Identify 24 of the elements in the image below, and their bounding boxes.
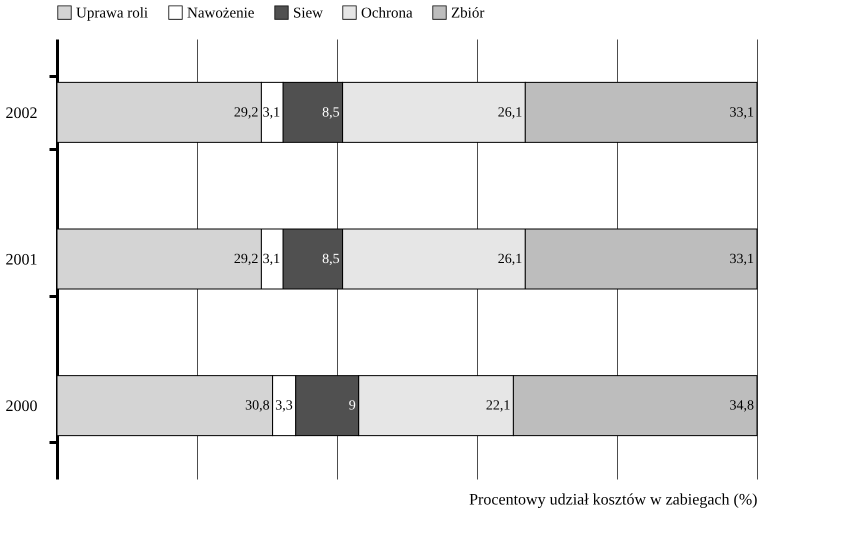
legend-label: Siew (293, 6, 324, 22)
data-label: 34,8 (730, 398, 754, 414)
data-label: 30,8 (245, 398, 270, 414)
data-label: 8,5 (322, 252, 340, 267)
y-tick-label: 2000 (6, 398, 38, 416)
data-label: 3,1 (262, 105, 280, 120)
legend-label: Uprawa roli (76, 6, 148, 22)
data-label: 26,1 (498, 252, 522, 267)
data-label: 8,5 (322, 105, 340, 120)
data-label: 9 (348, 398, 356, 414)
y-tick-label: 2002 (6, 104, 38, 122)
data-label: 22,1 (486, 398, 510, 414)
data-label: 29,2 (234, 105, 258, 120)
data-label: 33,1 (730, 252, 754, 267)
y-tick-label: 2001 (6, 252, 38, 268)
legend-label: Nawożenie (187, 6, 255, 22)
data-label: 29,2 (234, 252, 258, 267)
x-axis-title: Procentowy udział kosztów w zabiegach (%) (469, 492, 758, 508)
legend-label: Ochrona (361, 6, 413, 22)
legend-label: Zbiór (451, 6, 484, 22)
data-label: 3,3 (275, 398, 293, 414)
data-label: 3,1 (262, 252, 280, 267)
data-label: 26,1 (498, 105, 522, 120)
data-label: 33,1 (730, 105, 754, 120)
